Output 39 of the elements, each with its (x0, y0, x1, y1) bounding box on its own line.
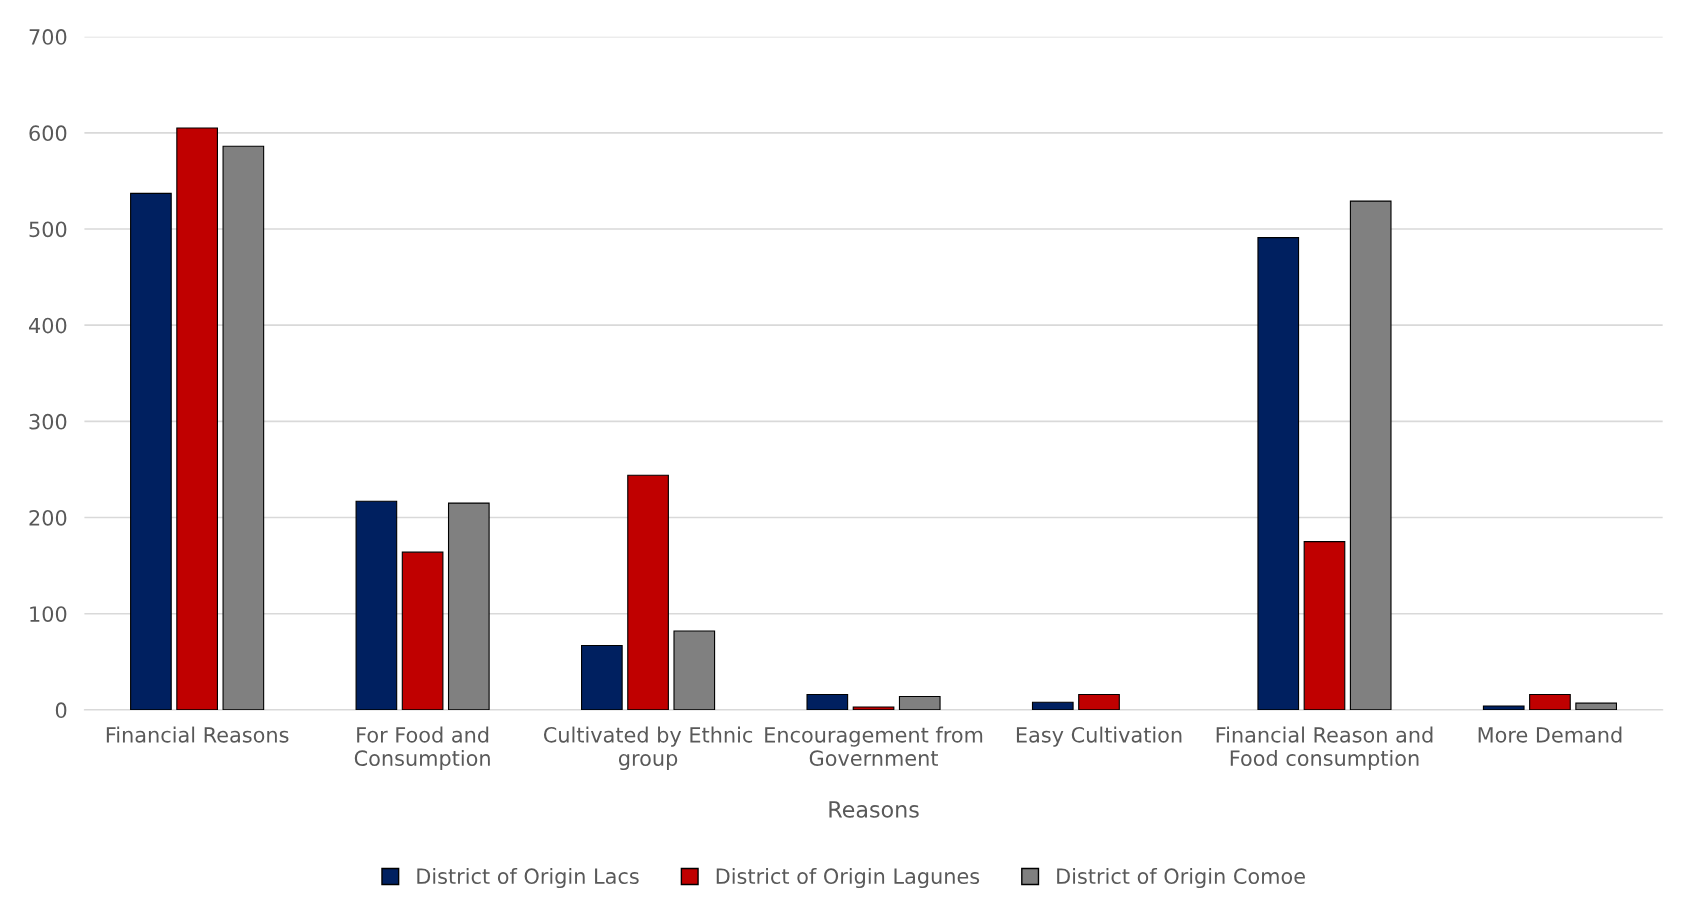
legend-label: District of Origin Comoe (1057, 867, 1305, 889)
bar (1482, 705, 1525, 710)
y-tick-label: 700 (29, 29, 67, 45)
y-tick-label: 200 (29, 509, 67, 526)
bar (806, 693, 849, 710)
bar (1303, 541, 1346, 710)
x-tick-label: Financial Reasons (106, 726, 289, 743)
bar (176, 127, 218, 710)
bar (1529, 693, 1571, 710)
bar (1349, 200, 1392, 710)
y-tick-label: 0 (55, 702, 67, 719)
y-tick-label: 100 (30, 606, 67, 622)
legend-label: District of Origin Lacs (417, 867, 639, 889)
bar (1078, 693, 1120, 710)
x-tick-label: More Demand (1478, 726, 1622, 743)
x-tick-label: Cultivated by Ethnic group (543, 726, 753, 771)
bar (1257, 237, 1300, 710)
y-tick-label: 400 (28, 317, 67, 334)
bar (1575, 702, 1618, 710)
bar (1031, 701, 1074, 710)
bar (222, 145, 265, 710)
bar (130, 192, 172, 710)
bar (852, 706, 895, 710)
bar (355, 500, 398, 710)
bar (581, 644, 623, 710)
bar (627, 474, 669, 710)
x-axis-title: Reasons (829, 801, 919, 818)
legend-label: District of Origin Lagunes (716, 867, 980, 889)
bar (673, 630, 716, 710)
bar (447, 502, 490, 710)
x-tick-label: Easy Cultivation (1016, 726, 1182, 747)
x-tick-label: Financial Reason and Food consumption (1216, 726, 1433, 771)
x-tick-label: For Food and Consumption (354, 726, 490, 771)
y-tick-label: 600 (29, 125, 67, 142)
y-tick-label: 500 (29, 221, 67, 238)
x-tick-label: Encouragement from Government (765, 726, 983, 767)
bar (401, 551, 444, 710)
y-tick-label: 300 (29, 413, 67, 430)
bar (898, 695, 941, 710)
